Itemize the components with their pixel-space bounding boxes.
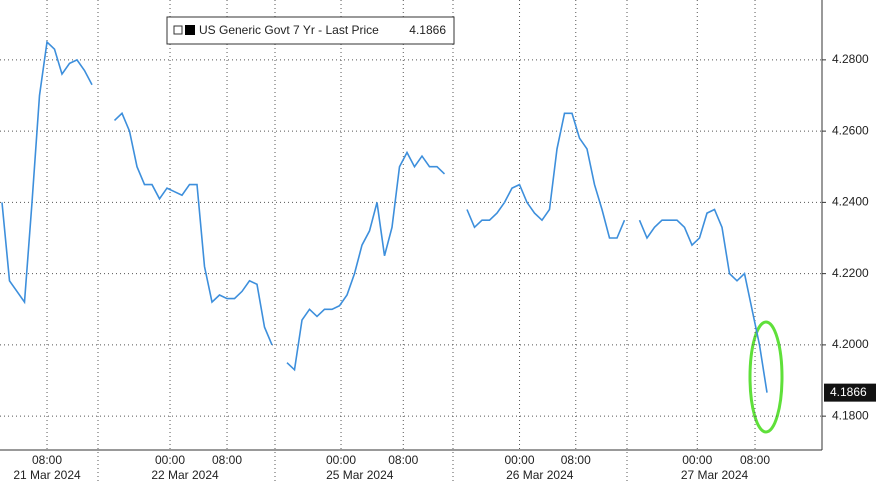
- y-tick-label: 4.2400: [832, 195, 869, 209]
- x-date-label: 25 Mar 2024: [326, 468, 394, 482]
- x-tick-label: 08:00: [32, 453, 62, 467]
- last-price-tag-label: 4.1866: [830, 385, 867, 399]
- y-tick-label: 4.2800: [832, 52, 869, 66]
- legend-box: [166, 16, 455, 45]
- legend-last-price: 4.1866: [409, 23, 446, 37]
- legend: US Generic Govt 7 Yr - Last Price 4.1866: [166, 16, 455, 45]
- y-tick-label: 4.2000: [832, 337, 869, 351]
- x-tick-label: 08:00: [212, 453, 242, 467]
- x-tick-label: 00:00: [505, 453, 535, 467]
- legend-label: US Generic Govt 7 Yr - Last Price: [199, 23, 379, 37]
- x-date-label: 27 Mar 2024: [681, 468, 749, 482]
- x-date-label: 26 Mar 2024: [506, 468, 574, 482]
- x-tick-label: 00:00: [682, 453, 712, 467]
- y-tick-label: 4.1800: [832, 408, 869, 422]
- y-tick-label: 4.2600: [832, 123, 869, 137]
- highlight-ellipse: [748, 320, 784, 434]
- x-date-label: 22 Mar 2024: [151, 468, 219, 482]
- day-separators: [97, 0, 628, 482]
- x-tick-label: 08:00: [561, 453, 591, 467]
- x-tick-label: 00:00: [155, 453, 185, 467]
- x-tick-label: 08:00: [388, 453, 418, 467]
- x-date-label: 21 Mar 2024: [13, 468, 81, 482]
- y-tick-label: 4.2200: [832, 266, 869, 280]
- last-price-tag: [824, 383, 876, 402]
- x-tick-label: 00:00: [326, 453, 356, 467]
- price-line: [1, 40, 768, 393]
- legend-swatch: [185, 25, 195, 35]
- x-tick-label: 08:00: [740, 453, 770, 467]
- legend-icon-outline: [173, 25, 183, 35]
